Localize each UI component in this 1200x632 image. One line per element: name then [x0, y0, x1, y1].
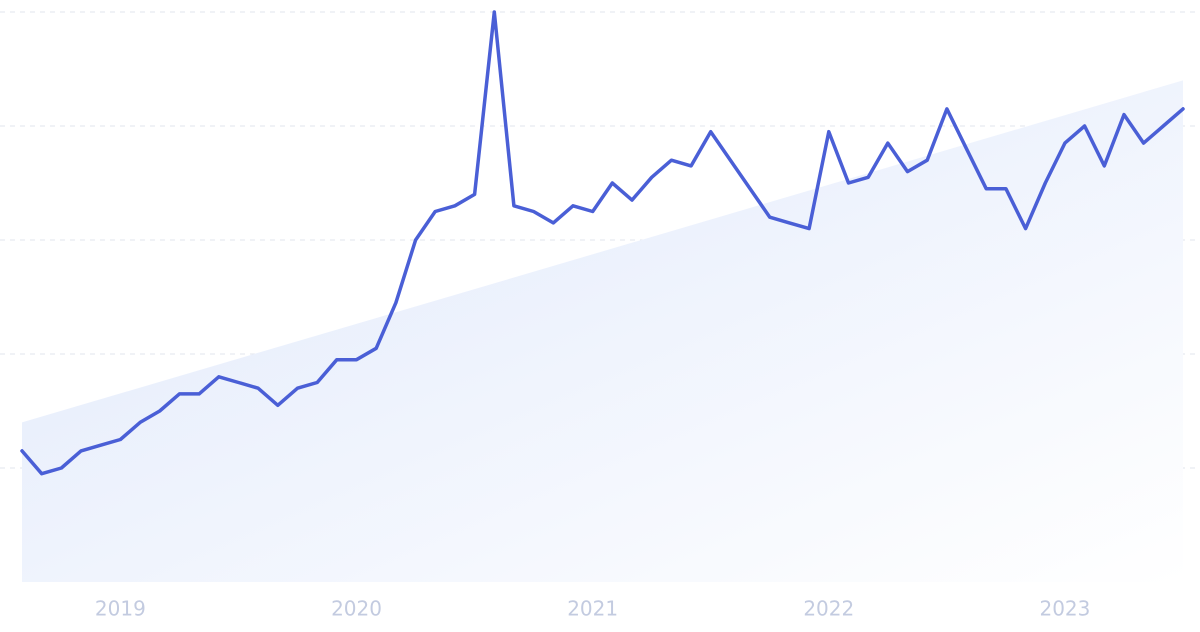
x-tick-label: 2020: [331, 597, 382, 621]
x-tick-label: 2022: [803, 597, 854, 621]
label-layer: 2019 2020 2021 2022 2023: [95, 597, 1090, 621]
line-layer: [20, 10, 1185, 476]
x-tick-label: 2019: [95, 597, 146, 621]
line-series: [20, 10, 1185, 476]
trend-layer: [22, 80, 1183, 583]
x-tick-label: 2023: [1039, 597, 1090, 621]
trend-area: [22, 80, 1183, 583]
x-tick-label: 2021: [567, 597, 618, 621]
